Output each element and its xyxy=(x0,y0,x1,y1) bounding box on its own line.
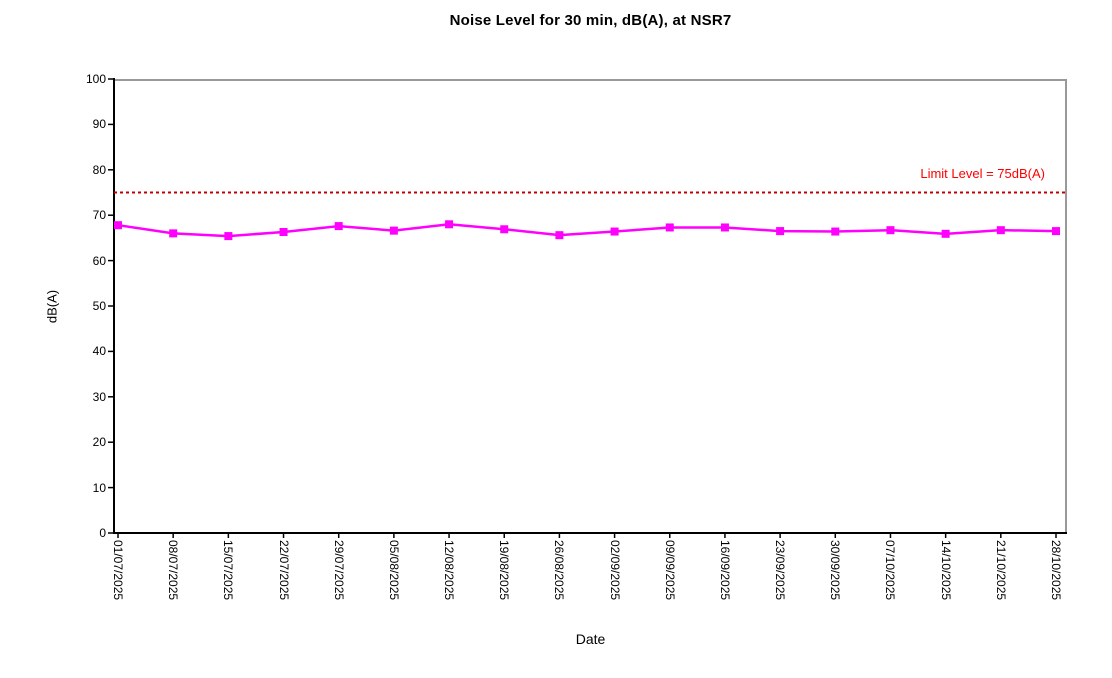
y-tick-label: 60 xyxy=(92,253,106,268)
x-tick-label: 15/07/2025 xyxy=(221,540,236,601)
x-tick-label: 08/07/2025 xyxy=(166,540,181,601)
x-tick-label: 02/09/2025 xyxy=(607,540,622,601)
data-point-marker xyxy=(776,227,785,236)
data-point-marker xyxy=(445,220,454,229)
data-point-marker xyxy=(500,225,509,234)
x-tick-label: 16/09/2025 xyxy=(717,540,732,601)
x-tick-label: 01/07/2025 xyxy=(111,540,125,601)
data-point-marker xyxy=(334,222,343,231)
x-tick-label: 22/07/2025 xyxy=(276,540,291,601)
data-point-marker xyxy=(610,227,619,236)
y-tick-label: 90 xyxy=(92,117,106,132)
data-point-marker xyxy=(665,223,674,232)
noise-series-line xyxy=(117,223,1057,238)
x-tick-label: 09/09/2025 xyxy=(662,540,677,601)
data-point-marker xyxy=(941,229,950,238)
data-point-marker xyxy=(279,227,288,236)
y-tick-label: 80 xyxy=(92,162,106,177)
x-axis-title: Date xyxy=(575,631,606,647)
y-tick-label: 20 xyxy=(92,435,106,450)
chart-title: Noise Level for 30 min, dB(A), at NSR7 xyxy=(449,12,732,29)
y-tick-label: 50 xyxy=(92,299,106,313)
data-point-marker xyxy=(996,226,1005,235)
x-tick-label: 05/08/2025 xyxy=(386,540,401,601)
x-tick-label: 30/09/2025 xyxy=(828,540,843,601)
x-tick-label: 12/08/2025 xyxy=(442,540,457,601)
data-point-marker xyxy=(720,223,729,232)
data-point-marker xyxy=(555,231,564,240)
data-point-marker xyxy=(224,232,233,241)
y-tick-label: 70 xyxy=(92,208,106,223)
data-point-marker xyxy=(114,221,122,230)
x-tick-label: 19/08/2025 xyxy=(497,540,512,601)
x-tick-label: 28/10/2025 xyxy=(1049,540,1063,601)
x-tick-label: 29/07/2025 xyxy=(331,540,346,601)
x-tick-label: 26/08/2025 xyxy=(552,540,567,601)
x-tick-label: 07/10/2025 xyxy=(883,540,898,601)
data-point-marker xyxy=(169,229,178,238)
data-point-marker xyxy=(389,226,398,235)
data-point-marker xyxy=(1052,227,1060,236)
y-tick-label: 10 xyxy=(92,480,106,495)
limit-level-label: Limit Level = 75dB(A) xyxy=(920,166,1045,181)
data-point-marker xyxy=(831,227,840,236)
data-point-marker xyxy=(886,226,895,235)
y-tick-label: 0 xyxy=(99,526,106,540)
y-tick-label: 30 xyxy=(92,389,106,404)
x-tick-label: 14/10/2025 xyxy=(938,540,953,601)
y-axis-title: dB(A) xyxy=(44,289,60,324)
x-tick-label: 21/10/2025 xyxy=(993,540,1008,601)
x-tick-label: 23/09/2025 xyxy=(773,540,788,601)
y-tick-label: 100 xyxy=(85,72,106,86)
y-tick-label: 40 xyxy=(92,344,106,359)
